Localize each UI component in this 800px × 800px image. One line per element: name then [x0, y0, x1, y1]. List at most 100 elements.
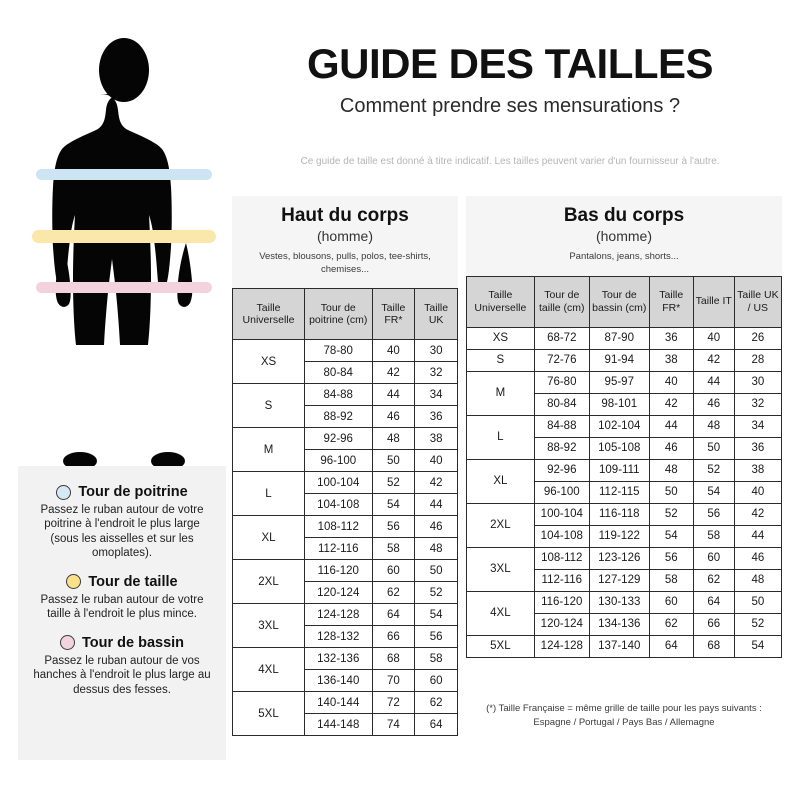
cell-size-label: L	[466, 414, 535, 460]
table-row: 136-140 70 60	[233, 669, 458, 693]
table-cell: 46	[733, 546, 783, 570]
table-cell: 87-90	[588, 326, 650, 350]
table-cell: 66	[692, 612, 735, 636]
table-cell: 50	[648, 480, 694, 504]
cell-size-label: 4XL	[466, 590, 535, 636]
table-cell: 36	[733, 436, 783, 460]
table-row: 2XL 100-104 116-118 52 56 42	[466, 502, 783, 548]
table-cell: 128-132	[304, 625, 373, 649]
table-cell: 38	[733, 458, 783, 482]
table-cell: 50	[414, 559, 458, 583]
table-cell: 62	[371, 581, 416, 605]
table-row: 120-124 62 52	[233, 581, 458, 605]
table-cell: 44	[692, 370, 735, 394]
table-cell: 88-92	[533, 436, 590, 460]
table-cell: 46	[692, 392, 735, 416]
table-cell: 116-120	[533, 590, 590, 614]
legend-waist-description: Passez le ruban autour de votre taille à…	[40, 593, 204, 621]
table-cell: 98-101	[588, 392, 650, 416]
table-cell: 34	[414, 383, 458, 407]
table-cell: 64	[371, 603, 416, 627]
footnote-line-1: (*) Taille Française = même grille de ta…	[486, 703, 762, 714]
table-row: 112-116 127-129 58 62 48	[467, 568, 783, 592]
table-cell: 40	[414, 449, 458, 473]
legend-hip-description: Passez le ruban autour de vos hanches à …	[33, 654, 211, 696]
table-cell: 42	[414, 471, 458, 495]
table-cell: 92-96	[533, 458, 590, 482]
table-cell: 84-88	[533, 414, 590, 438]
cell-size-label: M	[232, 427, 305, 473]
table-cell: 26	[733, 326, 783, 350]
measurement-legend-panel: Tour de poitrine Passez le ruban autour …	[18, 466, 226, 760]
upper-col-universal: Taille Universelle	[232, 288, 305, 341]
table-cell: 52	[414, 581, 458, 605]
chest-band	[36, 169, 212, 180]
table-cell: 54	[414, 603, 458, 627]
table-cell: 72-76	[533, 348, 590, 372]
table-row: 104-108 119-122 54 58 44	[467, 524, 783, 548]
table-row: XL 108-112 56 46	[232, 515, 458, 561]
table-row: 96-100 50 40	[233, 449, 458, 473]
table-cell: 40	[692, 326, 735, 350]
cell-size-label: XS	[466, 326, 535, 350]
cell-size-label: XL	[466, 458, 535, 504]
hip-color-dot	[59, 635, 75, 651]
table-row: S 84-88 44 34	[232, 383, 458, 429]
cell-size-label: XS	[232, 339, 305, 385]
table-cell: 54	[692, 480, 735, 504]
table-cell: 112-116	[304, 537, 373, 561]
table-cell: 40	[371, 339, 416, 363]
table-cell: 56	[414, 625, 458, 649]
table-cell: 108-112	[533, 546, 590, 570]
table-cell: 52	[648, 502, 694, 526]
cell-size-label: L	[232, 471, 305, 517]
table-cell: 58	[371, 537, 416, 561]
table-row: 104-108 54 44	[233, 493, 458, 517]
table-cell: 102-104	[588, 414, 650, 438]
table-cell: 38	[648, 348, 694, 372]
table-cell: 60	[648, 590, 694, 614]
cell-size-label: S	[466, 348, 535, 372]
table-cell: 46	[371, 405, 416, 429]
table-cell: 123-126	[588, 546, 650, 570]
table-cell: 78-80	[304, 339, 373, 363]
table-row: L 100-104 52 42	[232, 471, 458, 517]
legend-waist-heading: Tour de taille	[28, 574, 216, 590]
table-cell: 48	[648, 458, 694, 482]
table-row: 2XL 116-120 60 50	[232, 559, 458, 605]
page-header: GUIDE DES TAILLES Comment prendre ses me…	[230, 40, 790, 118]
upper-col-fr: Taille FR*	[371, 288, 416, 341]
table-cell: 144-148	[304, 713, 373, 737]
table-cell: 72	[371, 691, 416, 715]
lower-body-size-table: Taille Universelle Tour de taille (cm) T…	[466, 275, 783, 658]
table-cell: 64	[648, 634, 694, 658]
table-cell: 44	[733, 524, 783, 548]
table-row: 96-100 112-115 50 54 40	[467, 480, 783, 504]
table-cell: 56	[692, 502, 735, 526]
table-cell: 127-129	[588, 568, 650, 592]
table-cell: 60	[371, 559, 416, 583]
upper-body-title: Haut du corps	[281, 205, 409, 226]
upper-body-panel: Haut du corps (homme) Vestes, blousons, …	[232, 196, 458, 737]
page-title: GUIDE DES TAILLES	[306, 40, 714, 87]
table-cell: 40	[733, 480, 783, 504]
table-cell: 32	[733, 392, 783, 416]
legend-item-chest: Tour de poitrine Passez le ruban autour …	[28, 484, 216, 561]
table-cell: 52	[733, 612, 783, 636]
table-cell: 36	[648, 326, 694, 350]
cell-size-label: S	[232, 383, 305, 429]
table-cell: 42	[733, 502, 783, 526]
table-cell: 116-120	[304, 559, 373, 583]
table-cell: 62	[414, 691, 458, 715]
table-cell: 42	[692, 348, 735, 372]
table-cell: 32	[414, 361, 458, 385]
table-cell: 100-104	[533, 502, 590, 526]
table-cell: 96-100	[533, 480, 590, 504]
lower-col-universal: Taille Universelle	[466, 275, 535, 328]
table-cell: 44	[371, 383, 416, 407]
cell-size-label: XL	[232, 515, 305, 561]
table-row: 120-124 134-136 62 66 52	[467, 612, 783, 636]
upper-col-uk: Taille UK	[414, 288, 458, 341]
lower-table-body: XS 68-72 87-90 36 40 26 S 72-76 91-94 38 42 28 M 76-8…	[466, 326, 783, 658]
upper-body-items: Vestes, blousons, pulls, polos, tee-shir…	[259, 250, 431, 275]
